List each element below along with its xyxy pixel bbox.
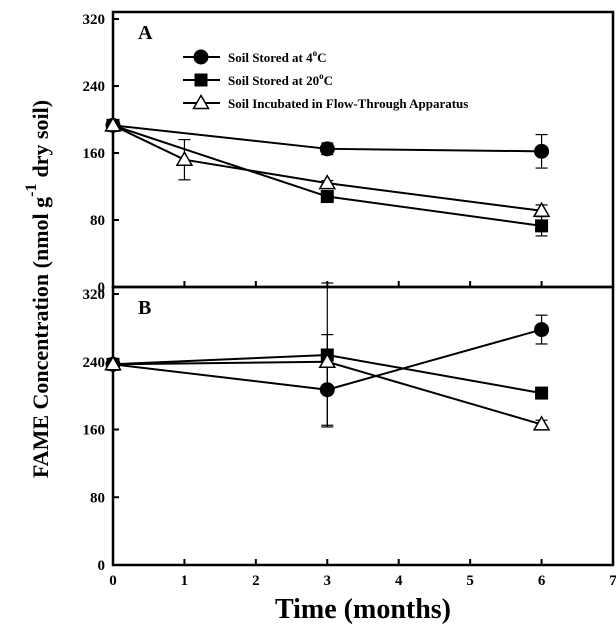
- y-tick-label: 0: [98, 558, 106, 574]
- y-tick-label: 240: [83, 355, 106, 371]
- legend-marker-square: [194, 73, 208, 87]
- data-point-triangle-open: [175, 150, 194, 166]
- y-axis-title-suffix: dry soil): [28, 100, 53, 178]
- x-tick-label: 5: [466, 573, 474, 589]
- y-tick-label: 320: [83, 12, 106, 28]
- y-axis-title: FAME Concentration (nmol g-1 dry soil): [23, 100, 53, 478]
- data-point-square: [320, 190, 334, 204]
- panel-frame-b: [111, 285, 615, 567]
- y-tick-label: 0: [98, 280, 106, 296]
- x-tick-label: 1: [181, 573, 189, 589]
- series-line-triangle-open: [112, 124, 542, 212]
- data-point-triangle-open: [532, 415, 551, 431]
- legend-label-tail: C: [324, 73, 333, 88]
- data-point-circle: [319, 141, 335, 157]
- legend-label-tail: C: [317, 50, 326, 65]
- legend-label-sup: o: [319, 71, 324, 81]
- data-point-triangle-open: [532, 201, 551, 218]
- data-point-circle: [534, 322, 550, 338]
- y-axis-title-superscript: -1: [23, 184, 40, 197]
- y-axis-title-group: FAME Concentration (nmol g-1 dry soil): [23, 100, 53, 478]
- data-point-triangle-open: [318, 352, 337, 368]
- data-point-square: [535, 386, 549, 400]
- y-tick-label: 160: [83, 423, 106, 439]
- panel-label-a: A: [138, 22, 153, 44]
- panel-label-b: B: [138, 297, 151, 319]
- y-tick-label: 80: [90, 213, 105, 229]
- legend-marker-triangle-open: [192, 93, 210, 110]
- x-tick-label: 6: [538, 573, 546, 589]
- x-tick-label: 7: [609, 573, 616, 589]
- y-tick-label: 160: [83, 146, 106, 162]
- y-tick-label: 320: [83, 287, 106, 303]
- data-point-triangle-open: [104, 355, 122, 371]
- y-tick-label: 240: [83, 79, 106, 95]
- legend-marker-circle: [193, 49, 209, 65]
- x-axis-title: Time (months): [275, 594, 451, 625]
- legend-label-text: Soil Stored at 4: [228, 50, 313, 65]
- legend-label: Soil Stored at 20oC: [228, 71, 333, 88]
- legend-label: Soil Incubated in Flow-Through Apparatus: [228, 96, 468, 111]
- x-tick-label: 2: [252, 573, 260, 589]
- legend-label: Soil Stored at 4oC: [228, 48, 327, 65]
- data-point-triangle-open: [104, 116, 122, 132]
- legend-label-text: Soil Incubated in Flow-Through Apparatus: [228, 96, 468, 111]
- x-tick-label: 0: [109, 573, 117, 589]
- data-point-circle: [534, 143, 550, 159]
- x-tick-label: 3: [324, 573, 332, 589]
- data-point-triangle-open: [318, 174, 337, 190]
- y-tick-label: 80: [90, 490, 105, 506]
- data-point-square: [535, 219, 549, 233]
- legend-label-text: Soil Stored at 20: [228, 73, 319, 88]
- x-tick-label: 4: [395, 573, 403, 589]
- data-point-circle: [319, 382, 335, 398]
- legend-label-sup: o: [313, 48, 318, 58]
- y-axis-title-main: FAME Concentration (nmol g: [28, 197, 53, 478]
